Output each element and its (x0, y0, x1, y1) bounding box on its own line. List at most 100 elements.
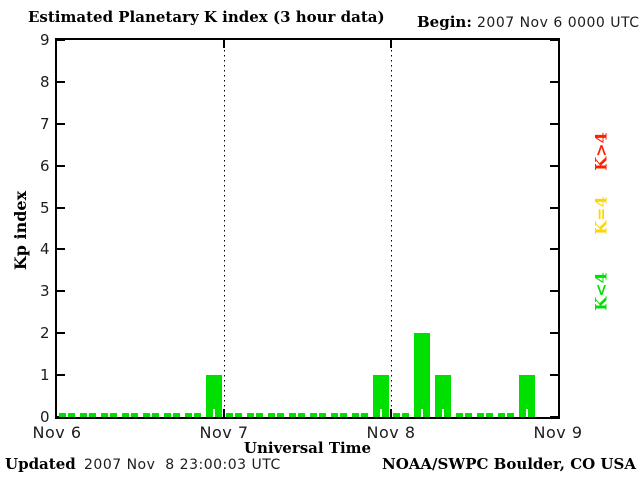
plot-area (55, 38, 560, 419)
x-tick-label: Nov 6 (32, 423, 82, 442)
y-tick-label: 3 (39, 282, 50, 301)
day-boundary-line (224, 40, 225, 417)
kp-bar-notch (66, 413, 69, 417)
begin-label: Begin: (417, 13, 472, 31)
kp-bar-notch (233, 413, 236, 417)
x-axis-title: Universal Time (243, 439, 372, 457)
kp-bar (142, 413, 159, 417)
updated-label: Updated (5, 455, 76, 473)
kp-bar (101, 413, 118, 417)
y-axis-tick (550, 290, 558, 293)
y-tick-label: 4 (39, 240, 50, 259)
x-axis-tick-top (390, 40, 392, 48)
kp-bar (330, 413, 347, 417)
kp-bar-notch (296, 413, 299, 417)
y-tick-label: 6 (39, 156, 50, 175)
kp-bar-notch (108, 413, 111, 417)
updated-timestamp: 2007 Nov 8 23:00:03 UTC (84, 457, 281, 473)
kp-bar (518, 375, 535, 417)
y-axis-tick (57, 80, 65, 83)
kp-bar (309, 413, 326, 417)
kp-bar (247, 413, 264, 417)
kp-bar (80, 413, 97, 417)
kp-bar (456, 413, 473, 417)
kp-bar (268, 413, 285, 417)
y-axis-tick (57, 416, 65, 418)
y-axis-tick (57, 290, 65, 293)
x-axis-tick-top (223, 40, 225, 48)
y-axis-tick (550, 39, 558, 41)
x-tick-label: Nov 9 (533, 423, 583, 442)
kp-bar (289, 413, 306, 417)
y-tick-label: 2 (39, 324, 50, 343)
chart-title: Estimated Planetary K index (3 hour data… (28, 8, 385, 26)
legend-label-kp-lt-4: K<4 (591, 271, 611, 311)
y-axis-tick (57, 374, 65, 377)
y-axis-tick (57, 206, 65, 209)
kp-bar-notch (421, 409, 424, 417)
kp-bar-notch (191, 413, 194, 417)
kp-bar (393, 413, 410, 417)
x-axis-tick-bottom (223, 409, 225, 417)
kp-bar (59, 413, 76, 417)
y-axis-tick (550, 122, 558, 125)
x-tick-label: Nov 8 (366, 423, 416, 442)
kp-bar-notch (254, 413, 257, 417)
legend-item-kp-lt-4: K<4 (583, 262, 619, 320)
y-axis-tick (57, 332, 65, 335)
y-tick-label: 8 (39, 72, 50, 91)
kp-bar-notch (483, 413, 486, 417)
kp-bar-notch (400, 413, 403, 417)
y-axis-title: Kp index (2, 160, 40, 300)
x-axis-tick-bottom (390, 409, 392, 417)
kp-bar-notch (212, 409, 215, 417)
kp-bar (372, 375, 389, 417)
kp-bar (414, 333, 431, 417)
y-axis-tick (57, 164, 65, 167)
x-tick-label: Nov 7 (199, 423, 249, 442)
kp-bar-notch (379, 409, 382, 417)
kp-bar-notch (275, 413, 278, 417)
legend-item-kp-gt-4: K>4 (583, 122, 619, 180)
y-axis-tick (550, 248, 558, 251)
y-axis-tick (57, 39, 65, 41)
legend-item-kp-eq-4: K=4 (583, 186, 619, 244)
y-axis-tick (550, 374, 558, 377)
kp-bar-notch (358, 413, 361, 417)
y-axis-tick (550, 80, 558, 83)
kp-bar (497, 413, 514, 417)
kp-bar (163, 413, 180, 417)
kp-bar (435, 375, 452, 417)
kp-bar-notch (129, 413, 132, 417)
kp-bar-notch (149, 413, 152, 417)
kp-bar-notch (337, 413, 340, 417)
y-axis-tick (57, 122, 65, 125)
kp-bar-notch (87, 413, 90, 417)
kp-bar (476, 413, 493, 417)
kp-bar (184, 413, 201, 417)
begin-value: 2007 Nov 6 0000 UTC (477, 15, 640, 31)
kp-bar (351, 413, 368, 417)
y-axis-tick (550, 164, 558, 167)
legend-label-kp-gt-4: K>4 (591, 131, 611, 171)
source-attribution: NOAA/SWPC Boulder, CO USA (381, 455, 636, 473)
y-tick-label: 7 (39, 114, 50, 133)
y-axis-tick (550, 416, 558, 418)
kp-bar-notch (442, 409, 445, 417)
kp-bar-notch (316, 413, 319, 417)
y-tick-label: 0 (39, 408, 50, 426)
kp-bar-notch (504, 413, 507, 417)
kp-bar-notch (525, 409, 528, 417)
y-tick-label: 5 (39, 198, 50, 217)
y-axis-tick (57, 248, 65, 251)
y-tick-label: 9 (39, 31, 50, 49)
y-axis-tick (550, 332, 558, 335)
kp-bar (205, 375, 222, 417)
kp-bar-notch (463, 413, 466, 417)
kp-bar-notch (170, 413, 173, 417)
kp-bar (122, 413, 139, 417)
y-axis-tick (550, 206, 558, 209)
kp-bar (226, 413, 243, 417)
day-boundary-line (391, 40, 392, 417)
